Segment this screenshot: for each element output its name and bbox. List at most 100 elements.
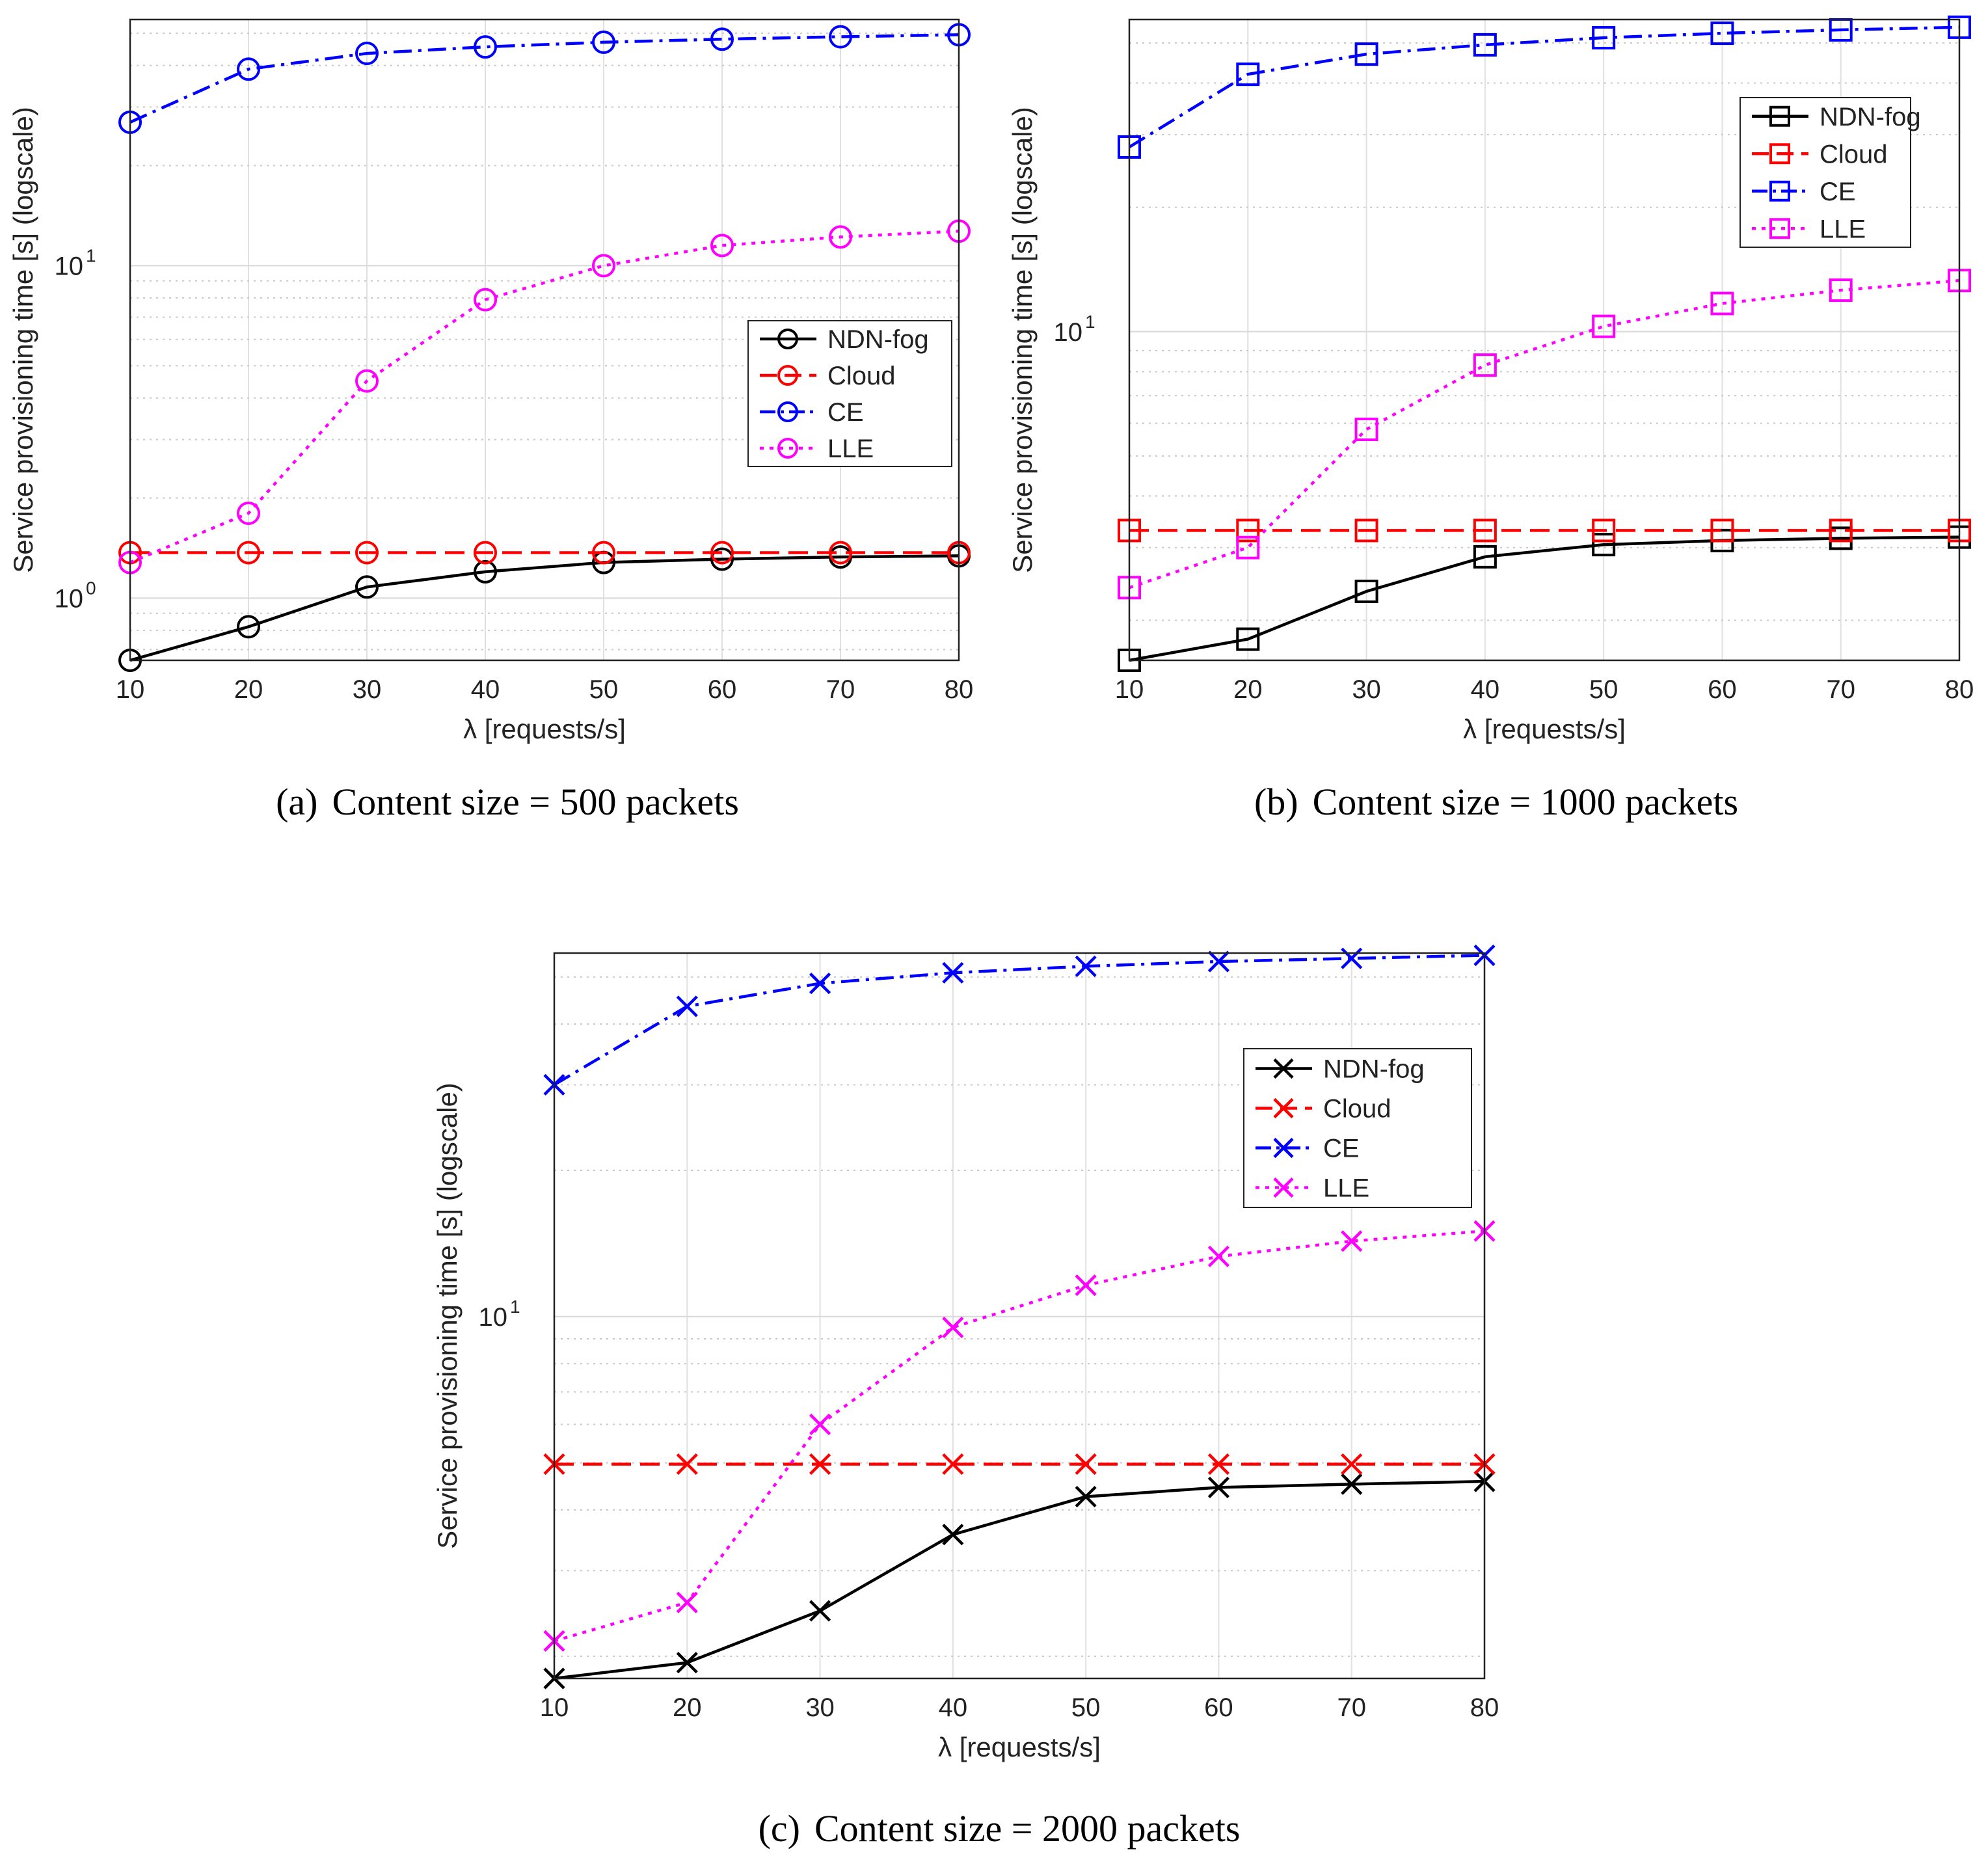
data-point (676, 1591, 698, 1613)
data-point (474, 541, 497, 565)
data-point (1341, 1453, 1363, 1475)
data-point (942, 1524, 964, 1546)
data-point (1236, 518, 1260, 543)
x-tick-label: 50 (1589, 675, 1619, 704)
x-tick-label: 70 (1826, 675, 1855, 704)
data-point (710, 547, 734, 571)
data-point (237, 501, 260, 525)
x-tick-label: 50 (1071, 1693, 1101, 1722)
x-axis-label: λ [requests/s] (1463, 714, 1626, 744)
caption-a: (a) Content size = 500 packets (276, 781, 739, 823)
x-tick-label: 40 (1471, 675, 1500, 704)
x-tick-label: 40 (471, 675, 500, 704)
data-point (777, 401, 798, 422)
data-point (710, 27, 734, 51)
data-point (1341, 1230, 1363, 1252)
data-point (1207, 1453, 1230, 1475)
data-point (1769, 180, 1790, 202)
legend-label: NDN-fog (827, 325, 929, 354)
data-point (1769, 105, 1790, 127)
data-point (1592, 25, 1616, 49)
data-point (1710, 518, 1734, 543)
legend-label: NDN-fog (1820, 103, 1921, 131)
caption-b: (b) Content size = 1000 packets (1254, 781, 1738, 823)
caption-tag-b: (b) (1254, 781, 1298, 823)
x-tick-label: 10 (540, 1693, 569, 1722)
data-point (592, 30, 615, 54)
legend-label: CE (1323, 1135, 1360, 1163)
y-axis-label: Service provisioning time [s] (logscale) (432, 1083, 463, 1549)
series-line (1128, 25, 1960, 148)
caption-tag-c: (c) (759, 1807, 800, 1850)
y-tick-exponent: 1 (1085, 312, 1095, 332)
data-point (829, 25, 852, 49)
data-point (1769, 218, 1790, 239)
legend-label: LLE (1323, 1174, 1369, 1203)
plot-frame (1128, 18, 1961, 662)
data-point (1207, 1245, 1230, 1267)
x-tick-label: 60 (1708, 675, 1737, 704)
x-tick-label: 60 (708, 675, 737, 704)
x-tick-label: 40 (939, 1693, 968, 1722)
y-tick-label: 10 (55, 252, 84, 280)
legend-label: LLE (827, 435, 874, 463)
x-axis-label: λ [requests/s] (463, 714, 626, 744)
data-point (1592, 518, 1616, 543)
data-point (1829, 518, 1853, 543)
x-tick-label: 70 (1337, 1693, 1366, 1722)
legend-label: Cloud (1323, 1095, 1391, 1124)
legend: NDN-fog Cloud CE LLE (1243, 1048, 1472, 1208)
series-line (1129, 278, 1960, 589)
x-tick-label: 20 (673, 1693, 702, 1722)
y-axis-label: Service provisioning time [s] (logscale) (1007, 107, 1038, 573)
data-point (1473, 353, 1497, 377)
data-point (1207, 1476, 1230, 1499)
caption-text-b: Content size = 1000 packets (1313, 781, 1738, 823)
data-point (1592, 314, 1616, 338)
data-point (1473, 545, 1497, 569)
data-point (1354, 580, 1378, 604)
series-line (129, 33, 960, 124)
data-point (777, 438, 798, 459)
series-line (553, 954, 1485, 1086)
y-tick-exponent: 1 (86, 245, 96, 265)
plot-frame (553, 952, 1486, 1680)
x-tick-label: 20 (1233, 675, 1263, 704)
x-tick-label: 50 (589, 675, 619, 704)
legend-box (1243, 1048, 1472, 1208)
data-point (237, 615, 260, 639)
series-line (554, 1479, 1485, 1680)
data-point (1236, 535, 1260, 559)
data-point (1273, 1058, 1294, 1079)
data-point (829, 541, 852, 565)
x-tick-label: 80 (1470, 1693, 1499, 1722)
data-point (942, 1316, 964, 1339)
data-point (237, 541, 260, 565)
data-point (1473, 518, 1497, 543)
series-line (1129, 535, 1960, 662)
legend-label: Cloud (827, 362, 896, 390)
x-tick-label: 30 (353, 675, 382, 704)
data-point (1710, 21, 1734, 46)
data-point (1769, 143, 1790, 165)
caption-tag-a: (a) (276, 781, 317, 823)
x-tick-label: 30 (805, 1693, 835, 1722)
data-point (1341, 947, 1363, 969)
data-point (1354, 42, 1378, 66)
data-point (1473, 33, 1497, 57)
data-point (809, 1413, 831, 1436)
x-tick-label: 20 (234, 675, 263, 704)
data-point (676, 1652, 698, 1674)
data-point (1273, 1097, 1294, 1119)
data-point (1341, 1473, 1363, 1495)
data-point (355, 575, 379, 599)
caption-c: (c) Content size = 2000 packets (759, 1807, 1241, 1850)
legend: NDN-fog Cloud CE LLE (747, 320, 952, 467)
data-point (809, 1453, 831, 1475)
data-point (1354, 518, 1378, 543)
data-point (1075, 1453, 1097, 1475)
data-point (355, 42, 379, 66)
